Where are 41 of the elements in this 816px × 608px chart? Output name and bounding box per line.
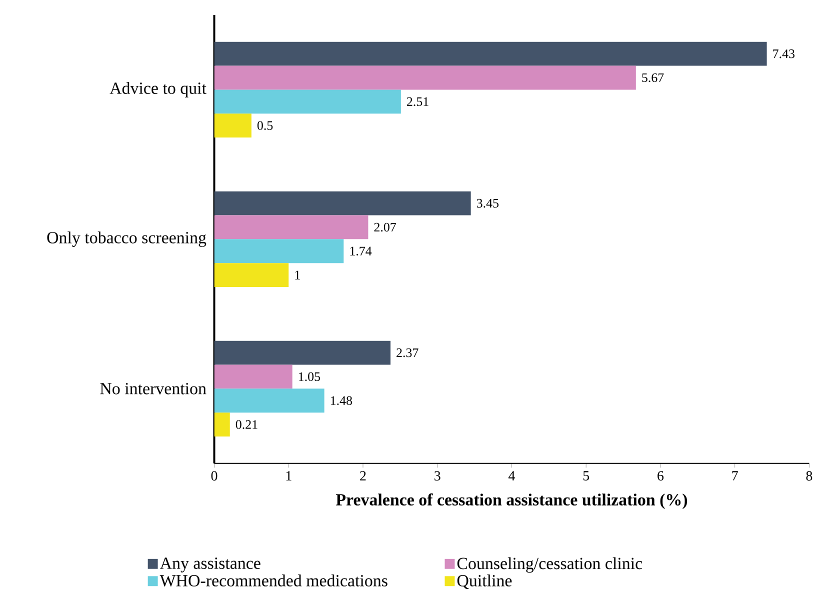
- x-tick-label: 3: [434, 471, 440, 481]
- x-tick-label: 2: [360, 471, 366, 480]
- x-tick-label: 5: [583, 471, 590, 480]
- bar: [214, 340, 391, 365]
- bar: [214, 66, 636, 90]
- data-label: 2.51: [406, 97, 428, 106]
- legend-label: Any assistance: [160, 558, 260, 572]
- bar: [214, 90, 401, 114]
- x-tick-label: 4: [508, 471, 516, 480]
- legend-label: WHO-recommended medications: [160, 574, 388, 587]
- x-axis-title: Prevalence of cessation assistance utilization (%): [336, 493, 688, 509]
- y-tick-label: No intervention: [100, 383, 206, 394]
- y-tick-label: Only tobacco screening: [47, 232, 206, 247]
- bar: [214, 191, 471, 216]
- data-label: 5.67: [642, 73, 664, 82]
- bar: [214, 388, 324, 413]
- y-tick-label: Advice to quit: [110, 82, 206, 98]
- data-label: 0.5: [257, 121, 273, 130]
- bar: [214, 42, 767, 66]
- legend-label: Counseling/cessation clinic: [457, 557, 642, 573]
- x-tick-label: 6: [658, 471, 664, 481]
- data-label: 1.48: [330, 396, 352, 406]
- legend-label: Quitline: [457, 574, 512, 590]
- data-label: 7.43: [773, 49, 794, 58]
- bar: [214, 114, 252, 138]
- data-label: 2.37: [396, 348, 418, 358]
- bar: [214, 263, 289, 288]
- data-label: 3.45: [476, 198, 499, 208]
- x-tick-label: 7: [732, 471, 738, 480]
- data-label: 1.05: [299, 372, 320, 382]
- bar: [214, 215, 368, 240]
- bar: [214, 239, 344, 264]
- x-tick-label: 0: [211, 471, 218, 481]
- data-label: 1: [295, 270, 300, 280]
- bar: [214, 412, 230, 437]
- data-label: 0.21: [236, 420, 258, 429]
- bar: [214, 364, 292, 389]
- data-label: 2.07: [374, 222, 396, 232]
- x-tick-label: 8: [806, 471, 812, 481]
- x-tick-label: 1: [286, 471, 292, 480]
- data-label: 1.74: [350, 246, 372, 256]
